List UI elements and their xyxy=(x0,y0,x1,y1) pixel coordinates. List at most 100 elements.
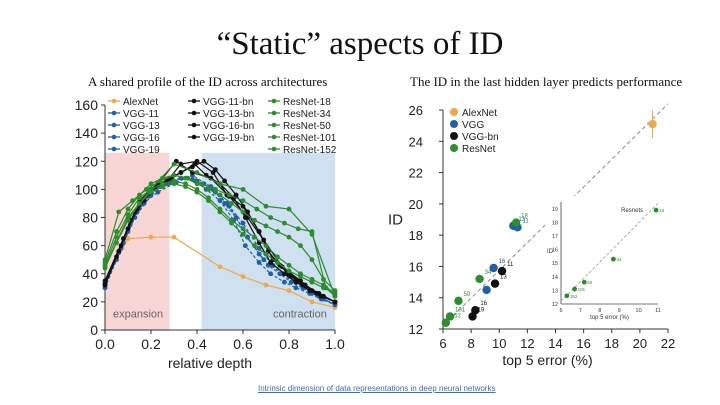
data-point xyxy=(114,234,119,240)
legend-swatch-marker xyxy=(111,146,117,152)
data-point xyxy=(254,206,260,212)
inset-data-point xyxy=(653,207,659,213)
data-point xyxy=(240,231,246,237)
y-tick-label: 22 xyxy=(409,166,423,181)
point-label: 11 xyxy=(523,218,530,224)
data-point xyxy=(183,184,188,189)
x-tick-label: 16 xyxy=(576,336,590,351)
series-line xyxy=(104,177,336,306)
data-point xyxy=(309,257,315,263)
x-tick-label: 18 xyxy=(605,336,619,351)
data-point xyxy=(282,220,287,226)
id-profile-line-chart: expansion contraction 0 20 40 60 80 100 120 140 16… xyxy=(75,97,345,371)
data-point xyxy=(240,220,246,226)
data-point xyxy=(116,209,122,215)
data-point xyxy=(226,192,232,198)
data-point xyxy=(242,215,248,220)
data-point xyxy=(137,201,142,206)
data-point xyxy=(263,203,269,209)
data-point xyxy=(286,206,292,212)
data-point xyxy=(263,251,269,257)
data-point xyxy=(194,181,200,187)
data-point xyxy=(160,184,165,189)
point-label: 13 xyxy=(518,217,525,223)
inset-x-tick-label: 10 xyxy=(636,308,642,314)
data-point xyxy=(252,217,257,223)
data-point xyxy=(321,285,326,291)
data-point xyxy=(171,181,177,187)
left-chart-subtitle: A shared profile of the ID across archit… xyxy=(88,74,328,89)
data-point xyxy=(256,260,262,265)
legend-swatch-marker xyxy=(271,134,277,140)
region-label-expansion: expansion xyxy=(113,308,163,320)
y-tick-label: 26 xyxy=(409,103,423,118)
data-point xyxy=(171,234,177,240)
y-tick-label: 14 xyxy=(409,291,423,306)
data-point xyxy=(194,170,200,175)
inset-y-tick-label: 18 xyxy=(552,220,558,226)
inset-y-tick-label: 12 xyxy=(552,302,558,308)
x-tick-label: 0.6 xyxy=(233,336,253,352)
data-point xyxy=(286,288,292,294)
source-paper-link[interactable]: Intrinsic dimension of data representati… xyxy=(258,384,496,393)
legend-label: VGG-13 xyxy=(123,121,160,132)
data-point xyxy=(300,282,306,288)
legend-swatch-marker xyxy=(111,98,117,104)
data-point xyxy=(213,186,218,192)
data-point xyxy=(240,198,246,204)
data-point xyxy=(471,306,480,315)
inset-x-tick-label: 7 xyxy=(579,308,582,314)
data-point xyxy=(511,218,521,227)
data-point xyxy=(114,254,119,260)
data-point xyxy=(295,226,301,232)
resnet-inset: 12 13 14 15 16 17 18 19 6 7 8 9 10 11 top 5 error (%) I… xyxy=(545,196,665,324)
legend-label: AlexNet xyxy=(123,97,158,108)
legend-swatch-marker xyxy=(191,110,197,116)
x-tick-label: 0.2 xyxy=(141,336,161,352)
data-point xyxy=(268,215,273,220)
data-point xyxy=(252,243,257,249)
legend-marker xyxy=(450,108,458,116)
y-tick-label: 20 xyxy=(409,197,423,212)
y-tick-label: 18 xyxy=(409,228,423,243)
slide-title: “Static” aspects of ID xyxy=(216,26,504,62)
y-tick-label: 60 xyxy=(82,238,98,254)
point-label: 16 xyxy=(480,301,487,307)
legend-label: ResNet xyxy=(462,144,496,155)
data-point xyxy=(144,186,149,192)
data-point xyxy=(222,201,228,206)
data-point xyxy=(206,186,211,192)
data-point xyxy=(240,274,246,279)
legend-label: ResNet-50 xyxy=(283,121,331,132)
data-point xyxy=(648,119,657,129)
legend-label: ResNet-18 xyxy=(283,97,331,108)
data-point xyxy=(454,296,463,306)
data-point xyxy=(160,175,165,181)
data-point xyxy=(125,217,131,223)
data-point xyxy=(298,243,303,249)
legend-label: VGG-16-bn xyxy=(203,121,254,132)
inset-background xyxy=(545,196,664,324)
data-point xyxy=(190,164,195,170)
data-point xyxy=(178,161,184,167)
data-point xyxy=(282,279,287,285)
data-point xyxy=(286,234,292,240)
legend-swatch-marker xyxy=(271,98,277,104)
y-tick-label: 80 xyxy=(82,210,98,226)
data-point xyxy=(137,195,142,201)
point-label: 11 xyxy=(507,262,514,268)
point-label: 19 xyxy=(478,307,485,313)
inset-title: Resnets xyxy=(621,208,643,214)
inset-data-point xyxy=(564,293,570,299)
data-point xyxy=(222,178,228,184)
inset-x-tick-label: 6 xyxy=(559,308,562,314)
legend-label: ResNet-34 xyxy=(283,109,331,120)
legend-swatch-marker xyxy=(111,122,117,128)
inset-x-tick-label: 9 xyxy=(618,308,621,314)
data-point xyxy=(277,271,283,277)
inset-y-axis-label: ID xyxy=(547,249,554,255)
point-label: 18 xyxy=(521,214,528,220)
legend-label: VGG-13-bn xyxy=(203,109,254,120)
data-point xyxy=(286,268,292,274)
x-axis-label: relative depth xyxy=(168,355,252,371)
